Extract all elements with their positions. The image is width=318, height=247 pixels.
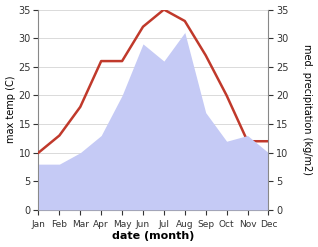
X-axis label: date (month): date (month)	[112, 231, 195, 242]
Y-axis label: med. precipitation (kg/m2): med. precipitation (kg/m2)	[302, 44, 313, 175]
Y-axis label: max temp (C): max temp (C)	[5, 76, 16, 144]
